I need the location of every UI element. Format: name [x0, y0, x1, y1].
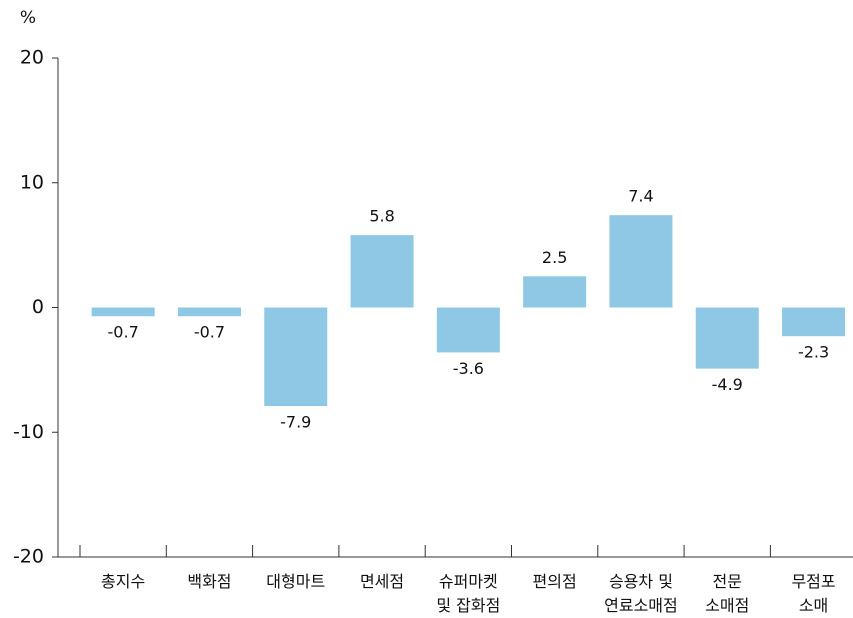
y-tick-label: 10 — [20, 171, 44, 193]
bar — [177, 307, 241, 317]
value-label: 7.4 — [628, 187, 653, 206]
bar — [436, 307, 500, 353]
bar — [264, 307, 328, 407]
bar — [695, 307, 759, 369]
x-tick-label: 면세점 — [359, 572, 405, 591]
value-label: -0.7 — [194, 323, 225, 342]
bar — [523, 276, 587, 308]
y-tick-label: 0 — [32, 296, 44, 318]
x-tick-label: 편의점 — [532, 572, 577, 591]
bar — [782, 307, 846, 337]
value-label: -3.6 — [453, 359, 484, 378]
x-tick-label: 슈퍼마켓 및 잡화점 — [436, 572, 501, 615]
bar — [91, 307, 155, 317]
y-tick-label: 20 — [20, 47, 44, 69]
y-tick-label: -20 — [13, 546, 44, 568]
bar — [350, 235, 414, 308]
x-tick-label: 승용차 및 연료소매점 — [604, 572, 678, 615]
y-tick-label: -10 — [13, 421, 44, 443]
value-label: -4.9 — [712, 375, 743, 394]
bar — [609, 215, 673, 308]
value-label: -0.7 — [108, 323, 139, 342]
x-tick-label: 무점포 소매 — [791, 572, 836, 615]
x-tick-label: 전문 소매점 — [705, 572, 750, 615]
value-label: 2.5 — [542, 248, 567, 267]
x-tick-label: 대형마트 — [266, 572, 326, 591]
value-label: 5.8 — [369, 207, 394, 226]
value-label: -7.9 — [280, 413, 311, 432]
x-tick-label: 백화점 — [187, 572, 232, 591]
value-label: -2.3 — [798, 343, 829, 362]
x-tick-label: 총지수 — [101, 572, 146, 591]
y-axis-label: % — [20, 8, 36, 28]
